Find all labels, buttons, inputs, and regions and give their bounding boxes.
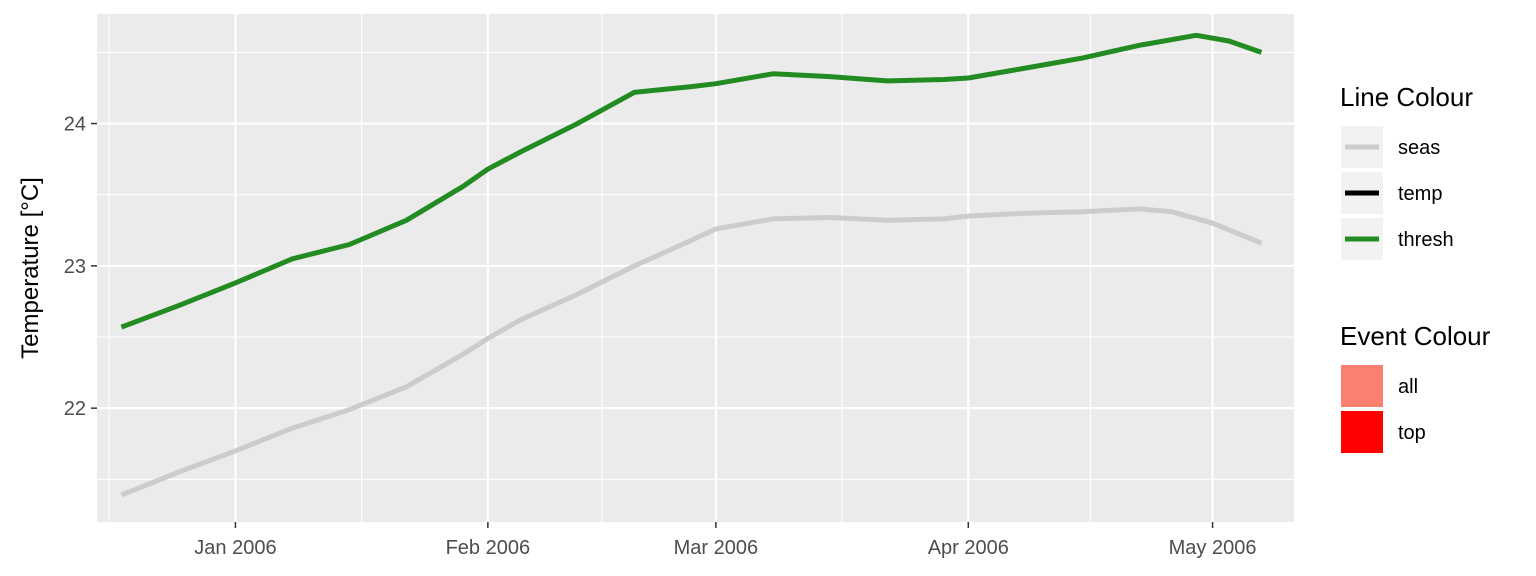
legend-label-all: all <box>1398 376 1418 398</box>
legends: Line Colour seas temp thresh Event Colour all… <box>1340 82 1491 453</box>
series-line-seas <box>120 206 1263 498</box>
legend-title: Event Colour <box>1340 321 1491 351</box>
major-gridlines <box>97 14 1294 522</box>
legend-key-all <box>1341 365 1383 407</box>
legend-label-temp: temp <box>1398 183 1442 205</box>
x-tick-label: May 2006 <box>1169 537 1257 559</box>
y-tick-label: 22 <box>64 398 86 420</box>
series-lines <box>120 32 1263 498</box>
x-tick-label: Mar 2006 <box>674 537 759 559</box>
y-tick-label: 24 <box>64 114 86 136</box>
x-tick-label: Apr 2006 <box>928 537 1009 559</box>
legend-label-thresh: thresh <box>1398 229 1454 251</box>
legend-label-seas: seas <box>1398 137 1440 159</box>
x-tick-label: Feb 2006 <box>446 537 531 559</box>
x-tick-label: Jan 2006 <box>194 537 276 559</box>
y-axis: 22 23 24 <box>64 114 97 420</box>
minor-gridlines <box>97 14 1294 522</box>
legend-key-top <box>1341 411 1383 453</box>
legend-title: Line Colour <box>1340 82 1473 112</box>
panel-background <box>97 14 1294 522</box>
y-axis-title: Temperature [°C] <box>17 177 44 359</box>
x-axis: Jan 2006 Feb 2006 Mar 2006 Apr 2006 May 2006 <box>194 522 1256 559</box>
series-line-thresh <box>120 32 1263 330</box>
legend-label-top: top <box>1398 422 1426 444</box>
y-tick-label: 23 <box>64 256 86 278</box>
